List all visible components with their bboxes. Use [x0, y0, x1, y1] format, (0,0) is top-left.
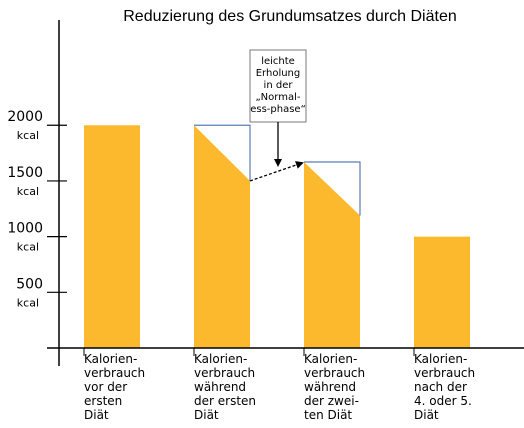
category-label: Kalorien-verbrauch während der zwei-ten Di… — [304, 352, 365, 422]
y-tick-label: 1500 — [7, 165, 43, 181]
chart-title: Reduzierung des Grundumsatzes durch Diät… — [123, 8, 457, 25]
y-tick-label: 2000 — [7, 109, 43, 125]
annotation-text: leichte Erholung in der „Normal-ess-phase“ — [250, 56, 306, 115]
bar-3 — [304, 161, 360, 348]
y-tick-unit: kcal — [17, 129, 39, 142]
category-label: Kalorien-verbrauch während der ersten Diät — [194, 352, 256, 422]
recovery-arrow — [249, 161, 304, 182]
bar-3-start-outline — [304, 161, 361, 216]
category-label: Kalorien-verbrauch nach der 4. oder 5. Diät — [414, 352, 475, 422]
bar-2-start-outline — [194, 124, 251, 181]
y-tick-unit: kcal — [17, 296, 39, 309]
y-tick-unit: kcal — [17, 241, 39, 254]
bar-2 — [194, 125, 250, 348]
category-label: Kalorien-verbrauch vor der ersten Diät — [84, 352, 145, 422]
annotation-box — [249, 49, 307, 123]
y-tick-label: 500 — [16, 276, 43, 292]
y-tick-label: 1000 — [7, 221, 43, 237]
bar-4 — [414, 236, 470, 348]
bar-1 — [84, 125, 140, 348]
y-tick-unit: kcal — [17, 185, 39, 198]
